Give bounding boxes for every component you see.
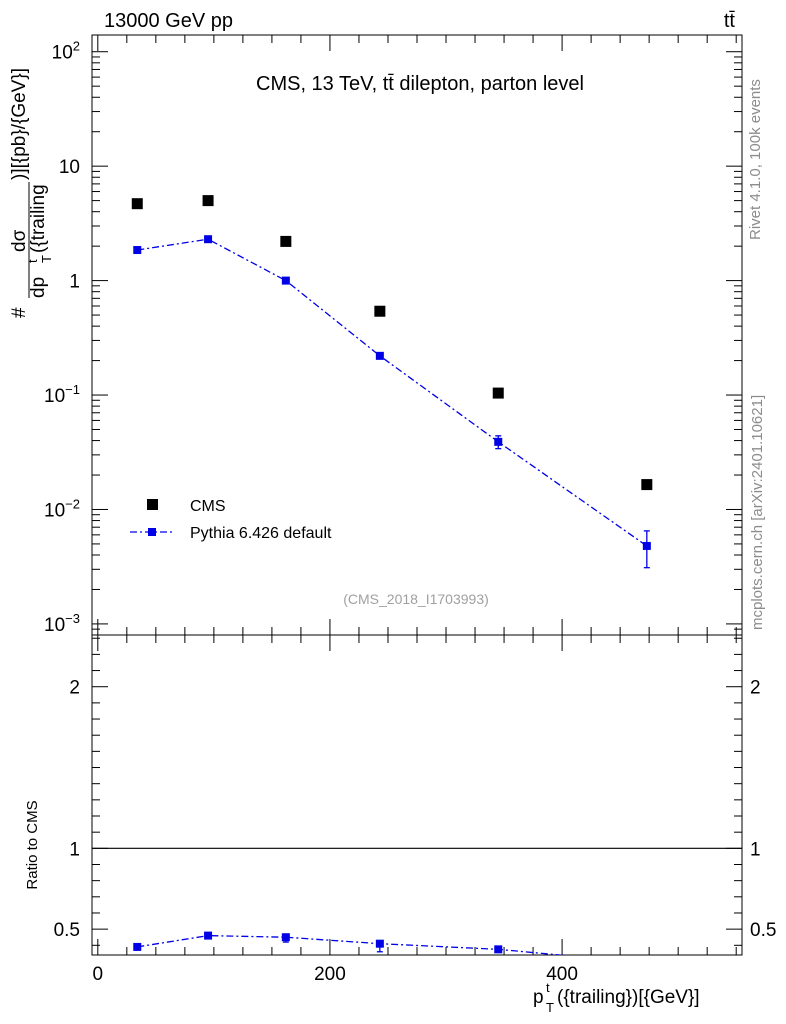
y-tick-label: 10 xyxy=(59,157,80,178)
y-label-numerator: dσ xyxy=(9,229,30,252)
ratio-data-point xyxy=(204,931,213,940)
ratio-series xyxy=(133,931,567,955)
legend-pythia-label: Pythia 6.426 default xyxy=(190,525,332,542)
y-tick-label: 10−2 xyxy=(44,496,80,521)
y-tick-label: 102 xyxy=(52,39,80,64)
chart-title: CMS, 13 TeV, tt̄ dilepton, parton level xyxy=(256,73,584,95)
ratio-y-tick-label-left: 1 xyxy=(69,839,80,860)
ratio-data-point xyxy=(375,939,384,948)
x-axis-label: p t T ({trailing})[{GeV}] xyxy=(533,980,700,1015)
pythia-series-line xyxy=(137,238,648,547)
main-series xyxy=(131,195,653,569)
y-tick-label: 10−3 xyxy=(44,611,80,636)
y-label-denominator-sup: t xyxy=(25,259,40,263)
y-label-denominator: dp xyxy=(28,277,49,298)
y-tick-label: 10−1 xyxy=(44,382,80,407)
ratio-y-tick-labels: 0.5 0.5 1 1 2 2 xyxy=(54,678,777,941)
x-tick-label: 400 xyxy=(546,964,578,985)
main-axis-ticks xyxy=(92,35,742,636)
legend-cms-marker xyxy=(147,499,158,510)
pythia-data-point xyxy=(281,276,290,285)
x-label-sup: t xyxy=(546,980,550,995)
cms-data-point xyxy=(641,479,653,491)
x-tick-label: 0 xyxy=(93,964,104,985)
cms-data-point xyxy=(280,235,292,247)
x-label-rest: ({trailing})[{GeV}] xyxy=(557,987,700,1008)
cms-data-point xyxy=(131,198,143,210)
main-panel: 10−3 10−2 10−1 1 10 102 CMS, 13 TeV, tt̄ dile… xyxy=(44,34,743,636)
pythia-data-point xyxy=(204,235,213,244)
ratio-y-tick-label-left: 0.5 xyxy=(54,920,80,941)
ratio-axis-ticks xyxy=(92,635,742,955)
mcplots-source-text: mcplots.cern.ch [arXiv:2401.10621] xyxy=(749,395,766,630)
ratio-frame xyxy=(91,634,743,956)
cms-data-point xyxy=(492,387,504,399)
pythia-data-point xyxy=(494,437,503,446)
ratio-series-line xyxy=(137,934,567,955)
main-y-tick-labels: 10−3 10−2 10−1 1 10 102 xyxy=(44,39,80,636)
ratio-y-tick-label-right: 1 xyxy=(750,839,761,860)
ratio-y-axis-label: Ratio to CMS xyxy=(24,800,41,889)
x-tick-labels: 0 200 400 xyxy=(93,964,578,985)
analysis-watermark: (CMS_2018_I1703993) xyxy=(343,591,489,607)
main-y-axis-label: # dσ dp t T ({trailing )][{pb}/{GeV}] xyxy=(9,68,54,318)
pythia-data-point xyxy=(375,351,384,360)
y-label-denominator-sub: T xyxy=(39,255,54,263)
x-tick-label: 200 xyxy=(314,964,346,985)
legend: CMS Pythia 6.426 default xyxy=(130,498,332,542)
ratio-panel: 0.5 0.5 1 1 2 2 0 200 400 Ratio to CMS xyxy=(24,634,777,985)
y-label-denominator-rest: ({trailing xyxy=(28,184,49,253)
pythia-data-point xyxy=(642,541,651,550)
rivet-version-text: Rivet 4.1.0, 100k events xyxy=(747,79,764,240)
ratio-y-tick-label-right: 0.5 xyxy=(750,920,776,941)
cms-data-point xyxy=(202,195,214,207)
y-label-prefix: # xyxy=(9,307,30,318)
ratio-data-point xyxy=(281,933,290,942)
header-energy-label: 13000 GeV pp xyxy=(104,10,233,32)
ratio-y-tick-label-left: 2 xyxy=(69,678,80,699)
y-tick-label: 1 xyxy=(69,272,80,293)
legend-pythia-marker xyxy=(148,528,156,536)
header-process-label: tt̄ xyxy=(724,10,736,32)
pythia-data-point xyxy=(133,246,142,255)
ratio-data-point xyxy=(494,945,503,954)
x-label-p: p xyxy=(533,987,544,1008)
ratio-y-tick-label-right: 2 xyxy=(750,678,761,699)
ratio-data-point xyxy=(133,942,142,951)
cms-data-point xyxy=(374,305,386,317)
y-label-suffix: )][{pb}/{GeV}] xyxy=(9,68,30,180)
legend-cms-label: CMS xyxy=(190,498,226,515)
x-label-sub: T xyxy=(546,1000,554,1015)
